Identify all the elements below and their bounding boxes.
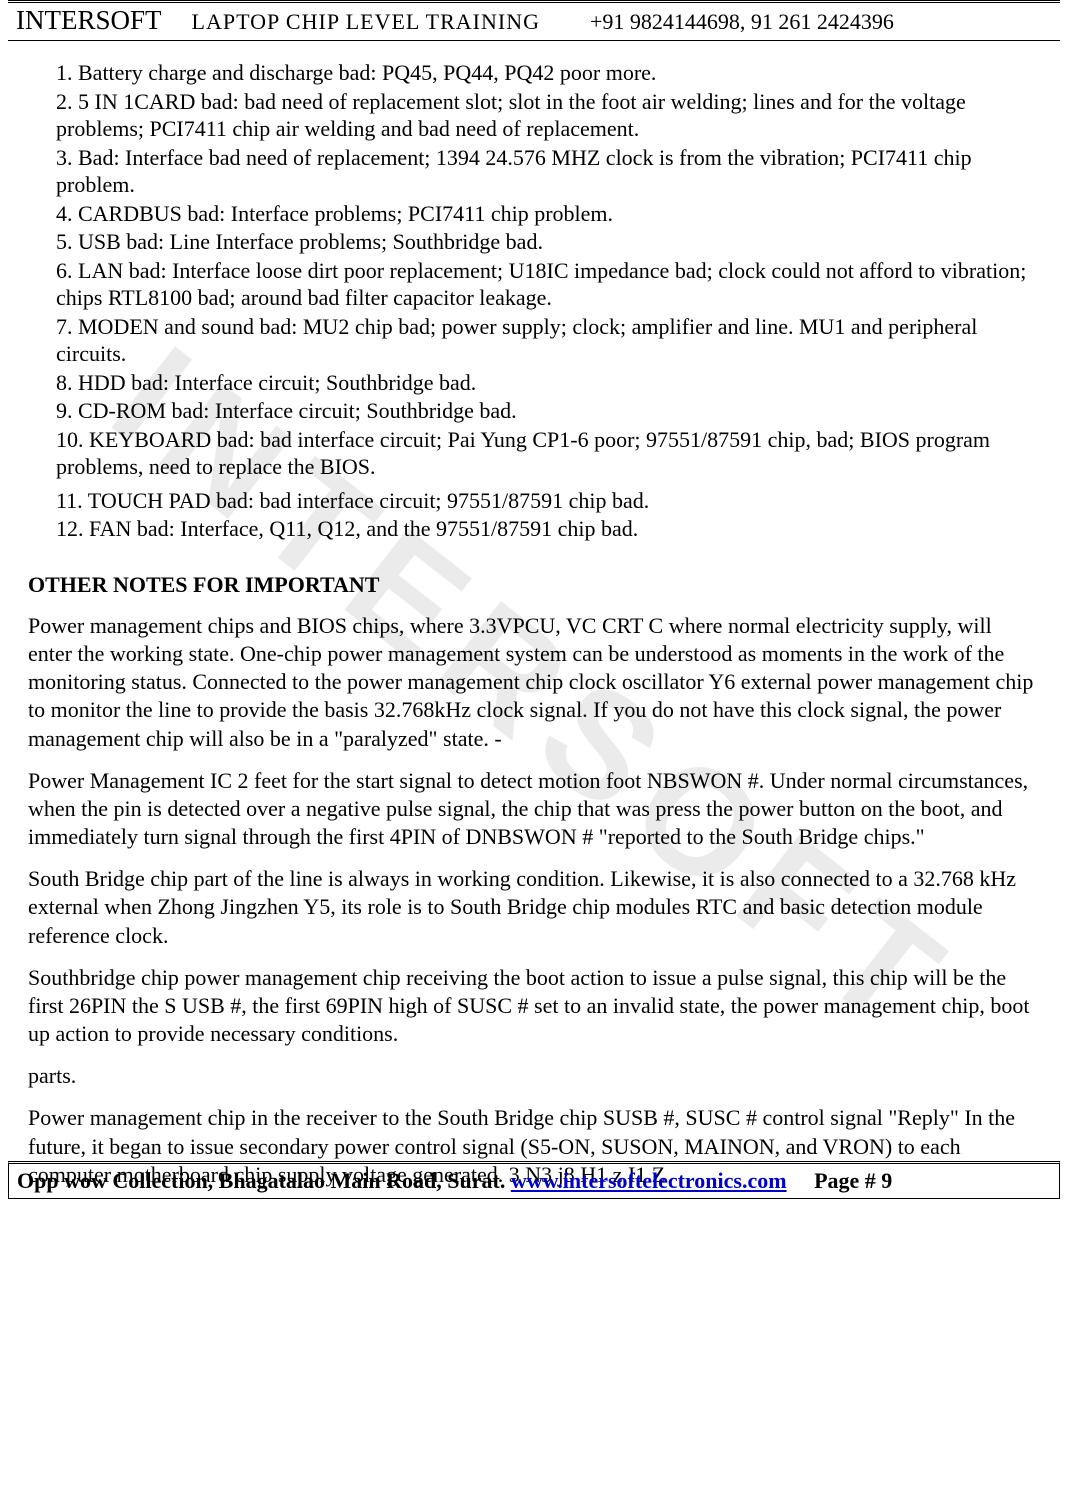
paragraph: Power Management IC 2 feet for the start… bbox=[28, 767, 1040, 851]
footer-address: Opp wow Collection, Bhagatalao Main Road… bbox=[17, 1168, 511, 1193]
header-subtitle: LAPTOP CHIP LEVEL TRAINING bbox=[192, 9, 540, 35]
footer-link[interactable]: www.intersoftelectronics.com bbox=[511, 1168, 787, 1193]
list-item: 2. 5 IN 1CARD bad: bad need of replaceme… bbox=[56, 88, 1040, 143]
paragraph: Southbridge chip power management chip r… bbox=[28, 964, 1040, 1048]
page-content: 1. Battery charge and discharge bad: PQ4… bbox=[0, 41, 1068, 1213]
paragraph: parts. bbox=[28, 1062, 1040, 1090]
numbered-list: 1. Battery charge and discharge bad: PQ4… bbox=[56, 59, 1040, 543]
list-item: 9. CD-ROM bad: Interface circuit; Southb… bbox=[56, 397, 1040, 425]
paragraph: Power management chips and BIOS chips, w… bbox=[28, 612, 1040, 753]
list-item: 4. CARDBUS bad: Interface problems; PCI7… bbox=[56, 200, 1040, 228]
section-title: OTHER NOTES FOR IMPORTANT bbox=[28, 571, 1040, 599]
paragraph: South Bridge chip part of the line is al… bbox=[28, 865, 1040, 949]
list-item: 12. FAN bad: Interface, Q11, Q12, and th… bbox=[56, 515, 1040, 543]
footer-page-number: Page # 9 bbox=[814, 1168, 892, 1193]
list-item: 6. LAN bad: Interface loose dirt poor re… bbox=[56, 257, 1040, 312]
list-item: 11. TOUCH PAD bad: bad interface circuit… bbox=[56, 487, 1040, 515]
page-header: INTERSOFT LAPTOP CHIP LEVEL TRAINING +91… bbox=[8, 0, 1060, 41]
list-item: 3. Bad: Interface bad need of replacemen… bbox=[56, 144, 1040, 199]
list-item: 8. HDD bad: Interface circuit; Southbrid… bbox=[56, 369, 1040, 397]
page: INTERSOFT LAPTOP CHIP LEVEL TRAINING +91… bbox=[0, 0, 1068, 1213]
page-footer: Opp wow Collection, Bhagatalao Main Road… bbox=[8, 1161, 1060, 1199]
list-item: 7. MODEN and sound bad: MU2 chip bad; po… bbox=[56, 313, 1040, 368]
list-item: 5. USB bad: Line Interface problems; Sou… bbox=[56, 228, 1040, 256]
list-item: 10. KEYBOARD bad: bad interface circuit;… bbox=[56, 426, 1040, 481]
list-item: 1. Battery charge and discharge bad: PQ4… bbox=[56, 59, 1040, 87]
brand-name: INTERSOFT bbox=[16, 5, 162, 36]
header-phones: +91 9824144698, 91 261 2424396 bbox=[590, 9, 894, 35]
